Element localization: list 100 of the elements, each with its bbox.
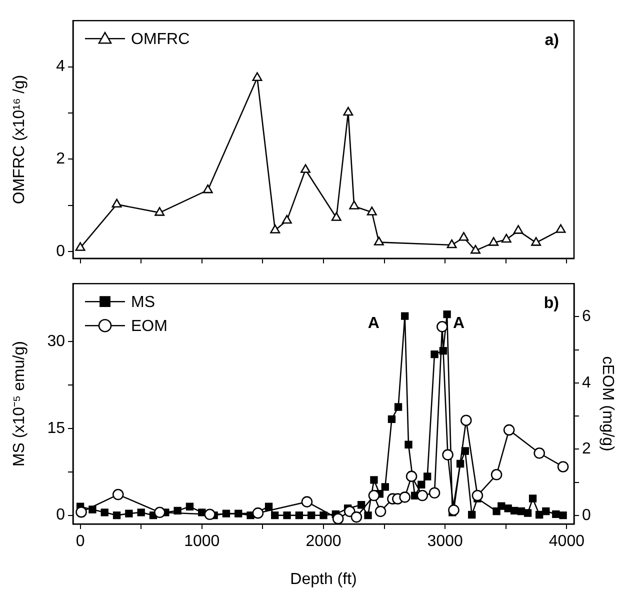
point (448, 504, 460, 516)
point (112, 198, 122, 208)
point (366, 206, 377, 216)
point (559, 511, 567, 520)
point (458, 232, 469, 241)
point (343, 106, 354, 116)
point (370, 476, 378, 484)
point (424, 472, 432, 480)
point (112, 511, 121, 520)
point (331, 212, 342, 221)
y-tick-label: 4 (56, 58, 66, 76)
point (364, 511, 372, 520)
point (524, 509, 532, 517)
annotation: A (368, 315, 380, 332)
point (436, 320, 448, 332)
point (428, 487, 440, 499)
y2-tick-label: 0 (582, 506, 591, 524)
x-tick-label: 1000 (184, 533, 220, 550)
y-axis-title: OMFRC (x10¹⁶ /g) (11, 74, 28, 204)
point (88, 506, 96, 514)
point (350, 511, 362, 523)
point (552, 510, 560, 518)
point (137, 508, 145, 516)
point (490, 469, 502, 480)
point (534, 447, 545, 459)
y-axis-title: MS (x10⁻⁵ emu/g) (11, 341, 28, 467)
point (557, 461, 569, 472)
point (488, 237, 499, 246)
point (270, 224, 280, 234)
y-tick-label: 0 (56, 506, 66, 524)
point (283, 511, 291, 520)
point (300, 164, 310, 173)
point (301, 496, 313, 508)
point (252, 507, 264, 519)
y2-axis-title: cEOM (mg/g) (598, 356, 616, 452)
y2-tick-label: 2 (582, 440, 591, 458)
point (470, 244, 480, 254)
annotation: a) (544, 32, 559, 50)
point (264, 502, 273, 510)
point (204, 508, 216, 520)
point (468, 510, 476, 519)
point (461, 447, 469, 455)
x-tick-label: 4000 (548, 533, 585, 550)
point (513, 225, 524, 234)
point (320, 511, 328, 520)
point (394, 403, 402, 411)
point (344, 506, 356, 518)
point (416, 490, 428, 502)
annotation: b) (544, 295, 559, 312)
point (401, 312, 409, 320)
point (349, 200, 360, 210)
x-tick-label: 2000 (306, 533, 342, 550)
point (282, 214, 292, 224)
point (442, 449, 454, 460)
point (271, 511, 279, 520)
point (76, 506, 87, 518)
legend-label: MS (131, 294, 155, 312)
point (510, 506, 518, 515)
point (202, 184, 213, 194)
point (498, 502, 506, 510)
point (443, 310, 451, 318)
point (399, 492, 410, 503)
y-tick-label: 2 (56, 150, 66, 168)
annotation: A (452, 315, 465, 332)
point (374, 236, 384, 246)
point (528, 494, 537, 502)
point (531, 237, 542, 246)
point (381, 483, 389, 491)
point (446, 239, 457, 248)
x-tick-label: 0 (76, 533, 85, 550)
y2-tick-label: 6 (582, 308, 591, 326)
x-tick-label: 3000 (427, 533, 463, 550)
point (295, 511, 304, 520)
point (186, 502, 194, 510)
point (154, 207, 165, 216)
point (501, 234, 512, 243)
point (406, 470, 418, 482)
point (404, 440, 412, 448)
point (357, 501, 366, 509)
point (556, 224, 566, 233)
point (252, 72, 262, 82)
legend-label: EOM (131, 318, 168, 336)
point (112, 488, 124, 500)
point (460, 414, 472, 426)
point (374, 506, 386, 518)
y-tick-label: 30 (47, 332, 66, 350)
point (503, 424, 515, 436)
legend-label: OMFRC (131, 31, 190, 48)
y-tick-label: 15 (47, 420, 66, 437)
point (125, 510, 133, 518)
x-axis-title: Depth (ft) (290, 570, 357, 588)
point (542, 507, 550, 516)
point (472, 490, 484, 502)
point (100, 508, 108, 516)
point (75, 242, 86, 251)
y2-tick-label: 4 (582, 374, 591, 392)
point (368, 490, 380, 502)
point (430, 350, 438, 358)
point (536, 510, 544, 519)
y-tick-label: 0 (56, 242, 66, 260)
